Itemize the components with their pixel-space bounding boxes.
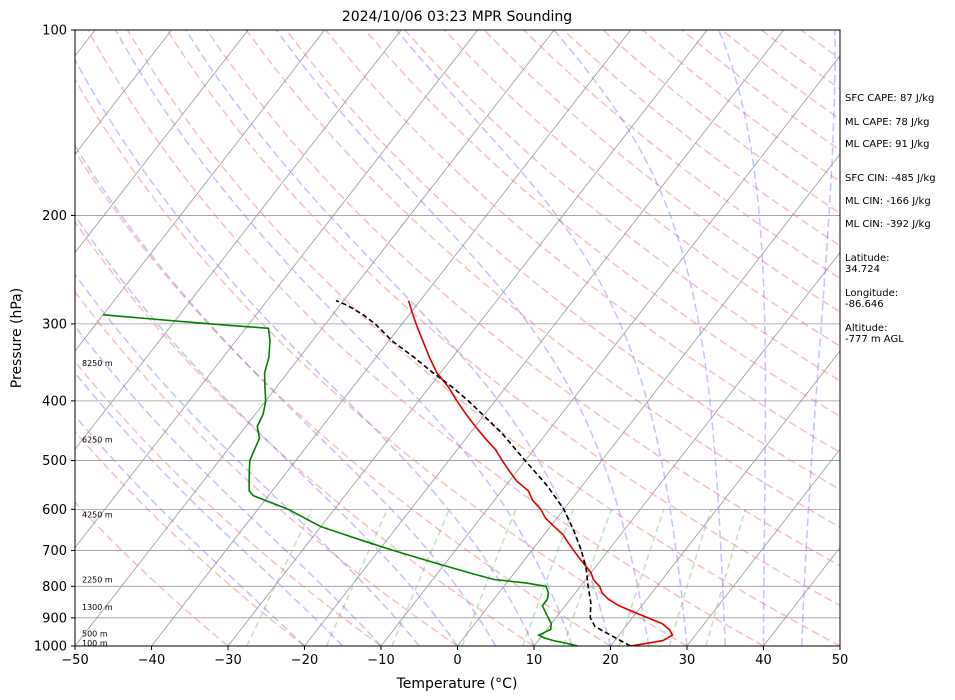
moist-adiabat-line bbox=[75, 371, 344, 646]
y-tick-label: 100 bbox=[42, 24, 67, 39]
dry-adiabat-line bbox=[75, 220, 535, 646]
dewpoint-profile-line bbox=[103, 314, 578, 646]
moist-adiabat-line bbox=[114, 30, 573, 646]
y-tick-label: 800 bbox=[42, 580, 67, 595]
isotherm-line bbox=[75, 30, 172, 155]
isotherm-line bbox=[75, 30, 402, 450]
dry-adiabat-line bbox=[75, 290, 458, 646]
mixing-ratio-line bbox=[668, 509, 712, 646]
sfc-cin-text: SFC CIN: -485 J/kg bbox=[845, 173, 936, 184]
dry-adiabat-line bbox=[75, 430, 305, 646]
y-tick-label: 1000 bbox=[34, 640, 67, 655]
height-label: 6250 m bbox=[82, 435, 113, 444]
dry-adiabat-line bbox=[483, 30, 840, 313]
isotherm-line bbox=[610, 350, 840, 646]
moist-adiabat-line bbox=[801, 30, 836, 646]
height-label: 500 m bbox=[82, 630, 108, 639]
y-tick-label: 700 bbox=[42, 544, 67, 559]
x-tick-label: −20 bbox=[291, 653, 318, 668]
dry-adiabat-line bbox=[523, 30, 840, 280]
dry-adiabat-line bbox=[75, 149, 611, 646]
plot-frame bbox=[74, 29, 841, 647]
dry-adiabat-line bbox=[325, 30, 840, 454]
temperature-profile-line bbox=[407, 300, 674, 646]
y-axis-label: Pressure (hPa) bbox=[9, 288, 25, 388]
x-tick-label: 10 bbox=[526, 653, 543, 668]
longitude-text: Longitude: -86.646 bbox=[845, 288, 899, 310]
isotherm-line bbox=[380, 55, 840, 646]
moist-adiabat-line bbox=[553, 30, 727, 646]
moist-adiabat-line bbox=[75, 214, 459, 646]
dry-adiabat-line bbox=[75, 78, 688, 646]
x-tick-label: 40 bbox=[755, 653, 772, 668]
x-tick-label: −10 bbox=[367, 653, 394, 668]
moist-adiabat-line bbox=[185, 30, 612, 646]
isotherm-line bbox=[75, 30, 555, 646]
dry-adiabat-line bbox=[166, 30, 840, 607]
mixing-ratio-line bbox=[391, 509, 451, 646]
chart-title: 2024/10/06 03:23 MPR Sounding bbox=[342, 9, 572, 25]
ml-cin-text-2: ML CIN: -392 J/kg bbox=[845, 219, 931, 230]
y-tick-label: 400 bbox=[42, 394, 67, 409]
dry-adiabat-line bbox=[126, 30, 840, 646]
mixing-ratio-line bbox=[705, 509, 747, 646]
dry-adiabat-line bbox=[75, 501, 229, 646]
parcel-profile-line bbox=[335, 299, 631, 646]
y-tick-label: 200 bbox=[42, 209, 67, 224]
dry-adiabat-line bbox=[87, 30, 764, 646]
x-tick-label: 0 bbox=[453, 653, 461, 668]
dry-adiabat-line bbox=[285, 30, 840, 491]
dry-adiabat-line bbox=[206, 30, 840, 567]
height-label: 8250 m bbox=[82, 359, 113, 368]
moist-adiabat-line bbox=[75, 414, 306, 646]
height-label: 2250 m bbox=[82, 576, 113, 585]
x-tick-label: −50 bbox=[61, 653, 88, 668]
ml-cin-text-1: ML CIN: -166 J/kg bbox=[845, 196, 931, 207]
dry-adiabat-line bbox=[75, 360, 382, 646]
sfc-cape-text: SFC CAPE: 87 J/kg bbox=[845, 93, 935, 104]
isotherm-line bbox=[686, 448, 840, 646]
x-axis-label: Temperature (°C) bbox=[396, 676, 518, 692]
isotherm-line bbox=[75, 30, 249, 254]
y-tick-label: 300 bbox=[42, 317, 67, 332]
y-tick-label: 900 bbox=[42, 611, 67, 626]
isotherm-line bbox=[457, 153, 840, 646]
ml-cape-text-2: ML CAPE: 91 J/kg bbox=[845, 139, 930, 150]
x-tick-label: −30 bbox=[214, 653, 241, 668]
isotherm-line bbox=[304, 30, 784, 646]
moist-adiabat-line bbox=[275, 30, 650, 646]
isotherm-line bbox=[151, 30, 631, 646]
isotherm-line bbox=[75, 30, 325, 352]
dry-adiabat-line bbox=[245, 30, 840, 529]
height-label: 1300 m bbox=[82, 603, 113, 612]
isotherm-line bbox=[533, 251, 840, 646]
x-tick-label: 50 bbox=[832, 653, 849, 668]
height-label: 4250 m bbox=[82, 511, 113, 520]
altitude-text: Altitude: -777 m AGL bbox=[845, 323, 904, 345]
x-tick-label: 20 bbox=[602, 653, 619, 668]
moist-adiabat-line bbox=[75, 144, 497, 646]
moist-adiabat-line bbox=[75, 58, 535, 646]
moist-adiabat-line bbox=[75, 325, 382, 646]
moist-adiabat-line bbox=[718, 30, 767, 646]
moist-adiabat-line bbox=[395, 30, 688, 646]
height-label: 100 m bbox=[82, 639, 108, 648]
isotherm-line bbox=[75, 30, 478, 549]
y-tick-label: 500 bbox=[42, 454, 67, 469]
y-tick-label: 600 bbox=[42, 503, 67, 518]
ml-cape-text-1: ML CAPE: 78 J/kg bbox=[845, 117, 930, 128]
latitude-text: Latitude: 34.724 bbox=[845, 253, 890, 275]
x-tick-label: −40 bbox=[138, 653, 165, 668]
mixing-ratio-line bbox=[246, 508, 313, 646]
dry-adiabat-line bbox=[443, 30, 840, 347]
mixing-ratio-line bbox=[325, 508, 389, 646]
x-tick-label: 30 bbox=[679, 653, 696, 668]
isotherm-line bbox=[227, 30, 708, 646]
